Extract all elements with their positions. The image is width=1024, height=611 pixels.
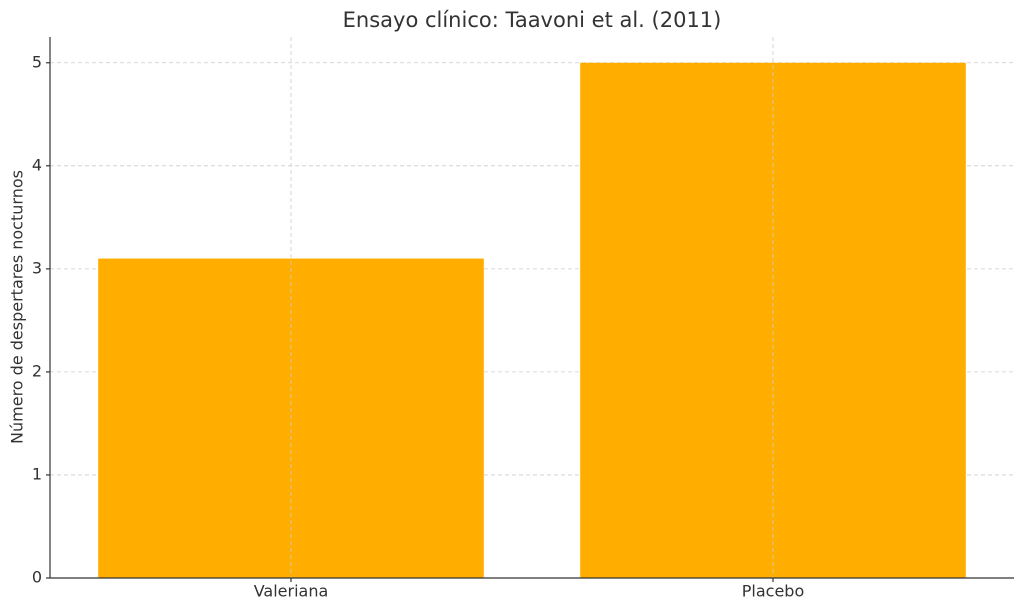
x-tick-label: Placebo (742, 582, 804, 601)
y-tick-label: 1 (32, 464, 42, 483)
y-tick-label: 5 (32, 52, 42, 71)
y-tick-label: 0 (32, 568, 42, 587)
y-axis-label: Número de despertares nocturnos (8, 170, 27, 444)
y-tick-label: 2 (32, 361, 42, 380)
x-tick-label: Valeriana (254, 582, 329, 601)
y-tick-label: 3 (32, 258, 42, 277)
y-tick-label: 4 (32, 155, 42, 174)
chart-title: Ensayo clínico: Taavoni et al. (2011) (343, 8, 722, 32)
